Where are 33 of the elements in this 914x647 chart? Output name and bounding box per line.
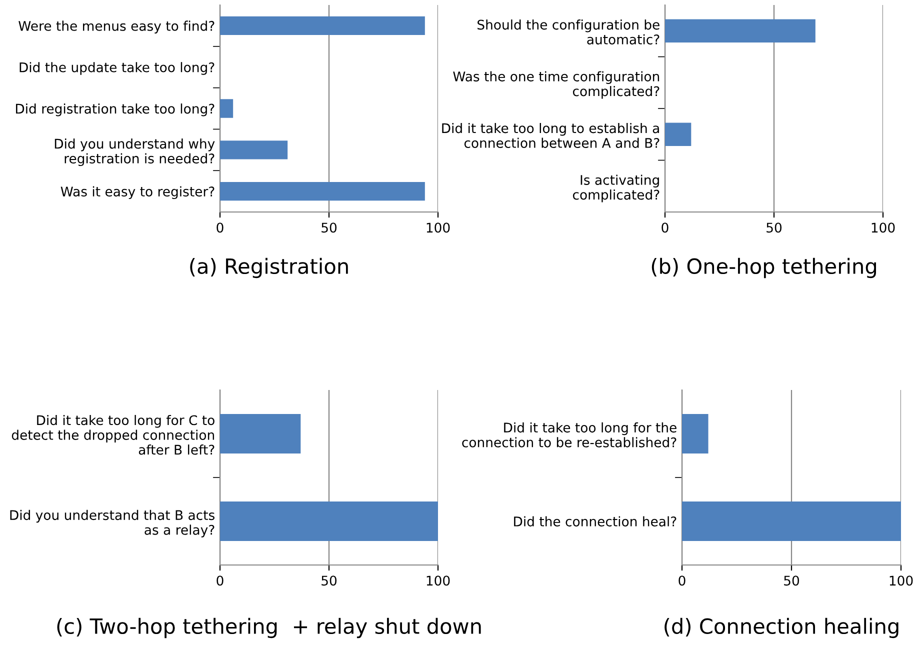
bar bbox=[220, 99, 234, 118]
x-tick-label: 100 bbox=[872, 222, 895, 233]
x-tick-label: 0 bbox=[662, 222, 668, 233]
y-tick-label: Did the update take too long? bbox=[20, 62, 214, 75]
x-tick-label: 100 bbox=[890, 576, 913, 586]
y-tick-label: Is activating complicated? bbox=[572, 174, 660, 202]
y-tick-label: Did it take too long for the connection to be re-established? bbox=[462, 422, 676, 448]
y-tick-label: Did the connection heal? bbox=[514, 516, 676, 526]
x-tick-label: 0 bbox=[216, 576, 224, 586]
y-tick-label: Should the configuration be automatic? bbox=[478, 19, 660, 44]
x-tick-label: 0 bbox=[216, 222, 224, 233]
y-tick-label: Did it take too long for C to detect the dropped connection after B left? bbox=[12, 414, 214, 455]
bar bbox=[220, 182, 425, 201]
y-tick-label: Did it take too long to establish a connection between A and B? bbox=[442, 122, 660, 148]
text: (c) Two-hop tethering + relay shut down bbox=[57, 618, 481, 638]
y-tick-label: Were the menus easy to find? bbox=[18, 20, 214, 34]
x-tick-label: 100 bbox=[426, 222, 450, 233]
x-tick-label: 50 bbox=[322, 576, 337, 586]
y-tick-label: Did registration take too long? bbox=[16, 103, 214, 116]
y-tick-label: Did you understand that B acts as a relay? bbox=[10, 510, 214, 538]
text: (a) Registration bbox=[190, 258, 348, 278]
x-tick-label: 50 bbox=[784, 576, 800, 586]
x-tick-label: 50 bbox=[322, 222, 337, 233]
bar bbox=[220, 140, 288, 160]
text: (d) Connection healing bbox=[664, 618, 898, 638]
bar bbox=[220, 16, 425, 36]
y-tick-label: Did you understand why registration is needed? bbox=[54, 138, 215, 166]
y-tick-label: Was it easy to register? bbox=[60, 186, 214, 200]
x-tick-label: 0 bbox=[678, 576, 686, 586]
y-tick-label: Was the one time configuration complicated? bbox=[453, 71, 660, 99]
text: (b) One-hop tethering bbox=[652, 258, 876, 278]
x-tick-label: 50 bbox=[766, 222, 782, 233]
x-tick-label: 100 bbox=[426, 576, 450, 586]
